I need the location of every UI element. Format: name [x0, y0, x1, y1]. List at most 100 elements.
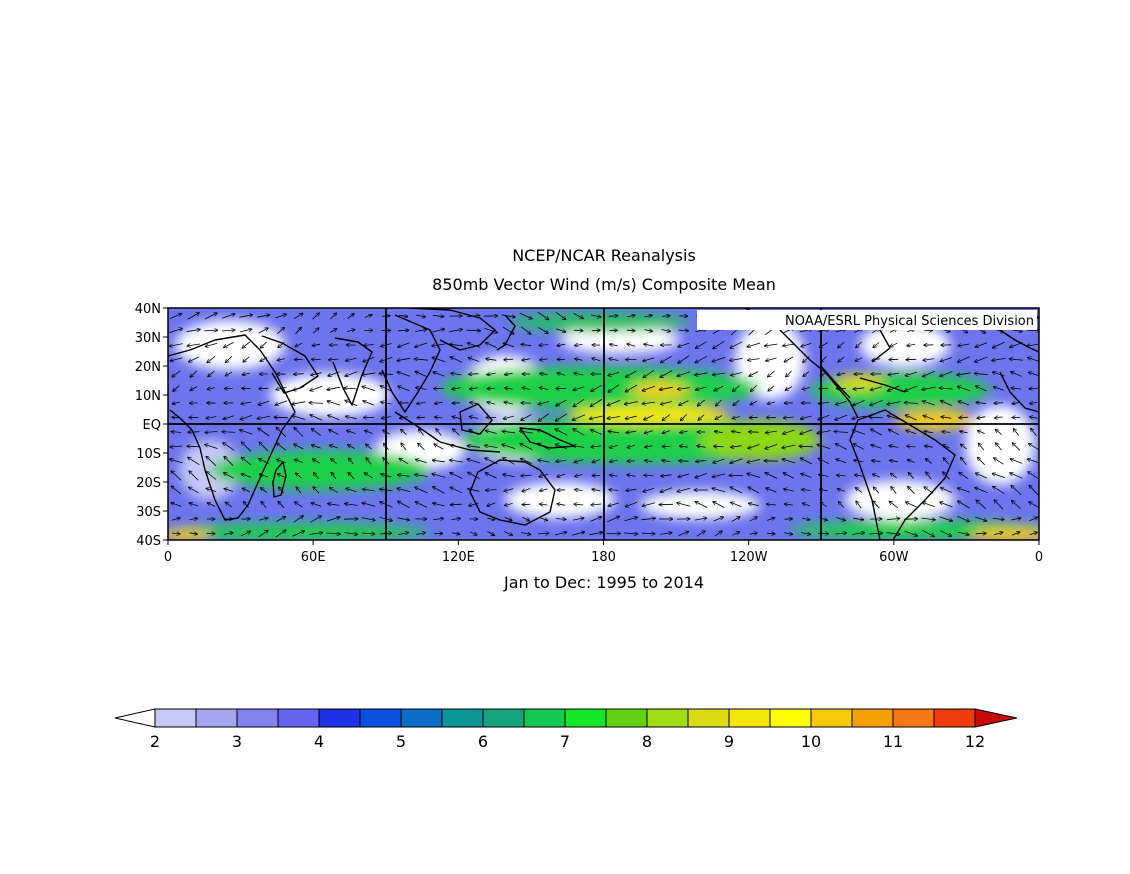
- wind-vector-120: [521, 344, 532, 345]
- wind-vector-129: [678, 342, 690, 347]
- wind-vector-438: [834, 432, 849, 433]
- japan-outline: [496, 314, 516, 351]
- wind-vector-54: [240, 329, 252, 333]
- wind-vector-244: [940, 371, 953, 377]
- wind-vector-7: [293, 313, 303, 320]
- wind-vector-454: [241, 442, 252, 452]
- wind-vector-733: [749, 517, 758, 522]
- wind-vector-620: [522, 488, 531, 492]
- wind-vector-477: [645, 446, 653, 448]
- wind-vector-500: [169, 459, 183, 464]
- wind-vector-444: [942, 432, 951, 433]
- colorbar-tick-label-3: 5: [396, 732, 406, 751]
- wind-vector-681: [713, 502, 725, 508]
- wind-vector-507: [294, 460, 303, 463]
- wind-vector-150: [170, 357, 183, 361]
- wind-vector-341: [887, 401, 901, 405]
- wind-vector-367: [469, 417, 478, 419]
- x-tick-label-0: 0: [164, 550, 172, 565]
- wind-vector-653: [225, 502, 232, 508]
- colorbar-tick-label-8: 10: [801, 732, 821, 751]
- wind-vector-531: [713, 458, 725, 463]
- wind-vector-233: [749, 371, 759, 377]
- wind-vector-685: [784, 504, 793, 505]
- wind-vector-428: [662, 430, 671, 434]
- wind-vector-60: [346, 330, 355, 332]
- wind-vector-408: [311, 428, 322, 436]
- wind-vector-402: [205, 432, 218, 433]
- wind-vector-538: [836, 459, 847, 464]
- wind-vector-232: [730, 372, 742, 376]
- wind-vector-651: [189, 503, 199, 507]
- wind-vector-787: [818, 533, 829, 534]
- wind-vector-742: [904, 519, 918, 520]
- wind-vector-672: [557, 504, 566, 506]
- wind-vector-744: [939, 516, 952, 521]
- wind-vector-502: [206, 456, 217, 467]
- wind-vector-3: [221, 314, 235, 319]
- wind-vector-113: [398, 342, 410, 348]
- wind-vector-299: [1029, 388, 1039, 389]
- wind-vector-448: [1013, 429, 1020, 436]
- wind-vector-490: [871, 445, 882, 449]
- wind-vector-524: [592, 459, 601, 463]
- wind-vector-643: [924, 487, 934, 494]
- wind-vector-665: [433, 503, 445, 507]
- colorbar-swatch-4: [318, 708, 361, 728]
- colorbar-swatch-13: [687, 708, 730, 728]
- wind-vector-99: [1026, 330, 1039, 331]
- wind-vector-715: [433, 518, 443, 519]
- wind-vector-283: [750, 385, 757, 391]
- wind-vector-101: [187, 344, 201, 346]
- wind-vector-58: [312, 328, 319, 334]
- wind-vector-629: [677, 487, 691, 491]
- wind-vector-410: [346, 430, 356, 434]
- wind-vector-159: [328, 359, 339, 360]
- wind-vector-424: [590, 430, 602, 435]
- wind-vector-732: [731, 517, 740, 522]
- colorbar-tick-label-6: 8: [642, 732, 652, 751]
- wind-vector-575: [609, 475, 618, 476]
- wind-vector-739: [853, 518, 864, 520]
- wind-vector-105: [260, 341, 267, 348]
- wind-vector-28: [661, 316, 670, 317]
- wind-vector-347: [994, 403, 1004, 404]
- wind-vector-495: [960, 444, 967, 450]
- wind-vector-74: [591, 330, 600, 331]
- wind-vector-588: [836, 475, 846, 476]
- wind-vector-771: [537, 533, 549, 534]
- wind-vector-425: [608, 431, 620, 433]
- wind-vector-204: [242, 373, 250, 375]
- wind-vector-57: [295, 327, 302, 335]
- wind-vector-680: [695, 502, 708, 508]
- wind-vector-334: [767, 402, 776, 404]
- wind-vector-353: [223, 415, 235, 420]
- wind-vector-607: [296, 487, 302, 494]
- colorbar-tick-label-5: 7: [560, 732, 570, 751]
- colorbar-swatch-14: [728, 708, 771, 728]
- wind-vector-123: [575, 344, 583, 345]
- wind-vector-546: [977, 457, 985, 466]
- wind-vector-696: [976, 500, 987, 510]
- wind-vector-348: [1012, 402, 1021, 404]
- wind-vector-65: [432, 329, 444, 333]
- wind-vector-290: [870, 386, 882, 391]
- wind-vector-585: [783, 473, 795, 479]
- wind-vector-426: [626, 431, 637, 432]
- wind-vector-777: [641, 533, 655, 534]
- wind-vector-327: [642, 402, 655, 404]
- wind-vector-432: [731, 431, 741, 433]
- wind-vector-720: [522, 516, 529, 521]
- wind-vector-66: [449, 329, 462, 333]
- wind-vector-689: [856, 501, 862, 509]
- wind-vector-108: [312, 344, 321, 346]
- wind-vector-174: [592, 358, 601, 362]
- wind-vector-458: [311, 445, 321, 449]
- wind-vector-325: [607, 400, 621, 405]
- wind-vector-152: [207, 355, 216, 362]
- wind-vector-437: [817, 430, 831, 434]
- wind-vector-357: [292, 416, 306, 420]
- wind-vector-602: [206, 488, 217, 493]
- wind-vector-647: [993, 486, 1005, 495]
- wind-vector-114: [415, 342, 428, 348]
